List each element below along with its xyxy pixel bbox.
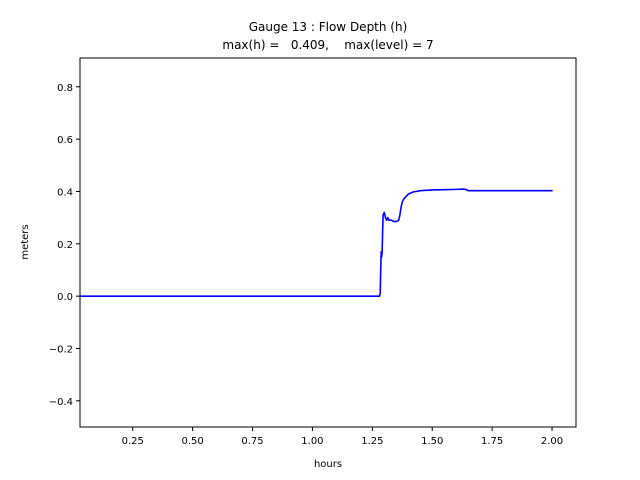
y-tick-label: 0.4 <box>57 187 73 198</box>
x-tick-label: 2.00 <box>541 436 563 447</box>
plot-frame <box>79 57 577 428</box>
chart-title: Gauge 13 : Flow Depth (h) <box>249 20 408 34</box>
y-tick-label: 0.6 <box>57 135 73 146</box>
x-tick-label: 0.25 <box>122 436 144 447</box>
y-tick-label: −0.4 <box>49 397 73 408</box>
y-tick-label: 0.8 <box>57 83 73 94</box>
y-axis-label: meters <box>20 224 31 259</box>
x-tick-label: 1.50 <box>421 436 443 447</box>
x-tick-label: 1.00 <box>301 436 323 447</box>
x-tick-label: 1.25 <box>361 436 383 447</box>
y-tick-label: −0.2 <box>49 344 73 355</box>
y-tick-label: 0.2 <box>57 240 73 251</box>
series-line-0 <box>79 188 553 297</box>
x-axis: 0.25 0.50 0.75 1.00 1.25 1.50 1.75 2.00 <box>122 427 563 447</box>
x-tick-label: 1.75 <box>481 436 503 447</box>
x-tick-label: 0.50 <box>181 436 203 447</box>
chart-subtitle: max(h) = 0.409, max(level) = 7 <box>222 38 433 52</box>
y-axis: −0.4 −0.2 0.0 0.2 0.4 0.6 0.8 <box>49 83 80 408</box>
x-axis-label: hours <box>314 459 342 470</box>
plot-area <box>79 188 553 297</box>
x-tick-label: 0.75 <box>241 436 263 447</box>
y-tick-label: 0.0 <box>57 292 73 303</box>
